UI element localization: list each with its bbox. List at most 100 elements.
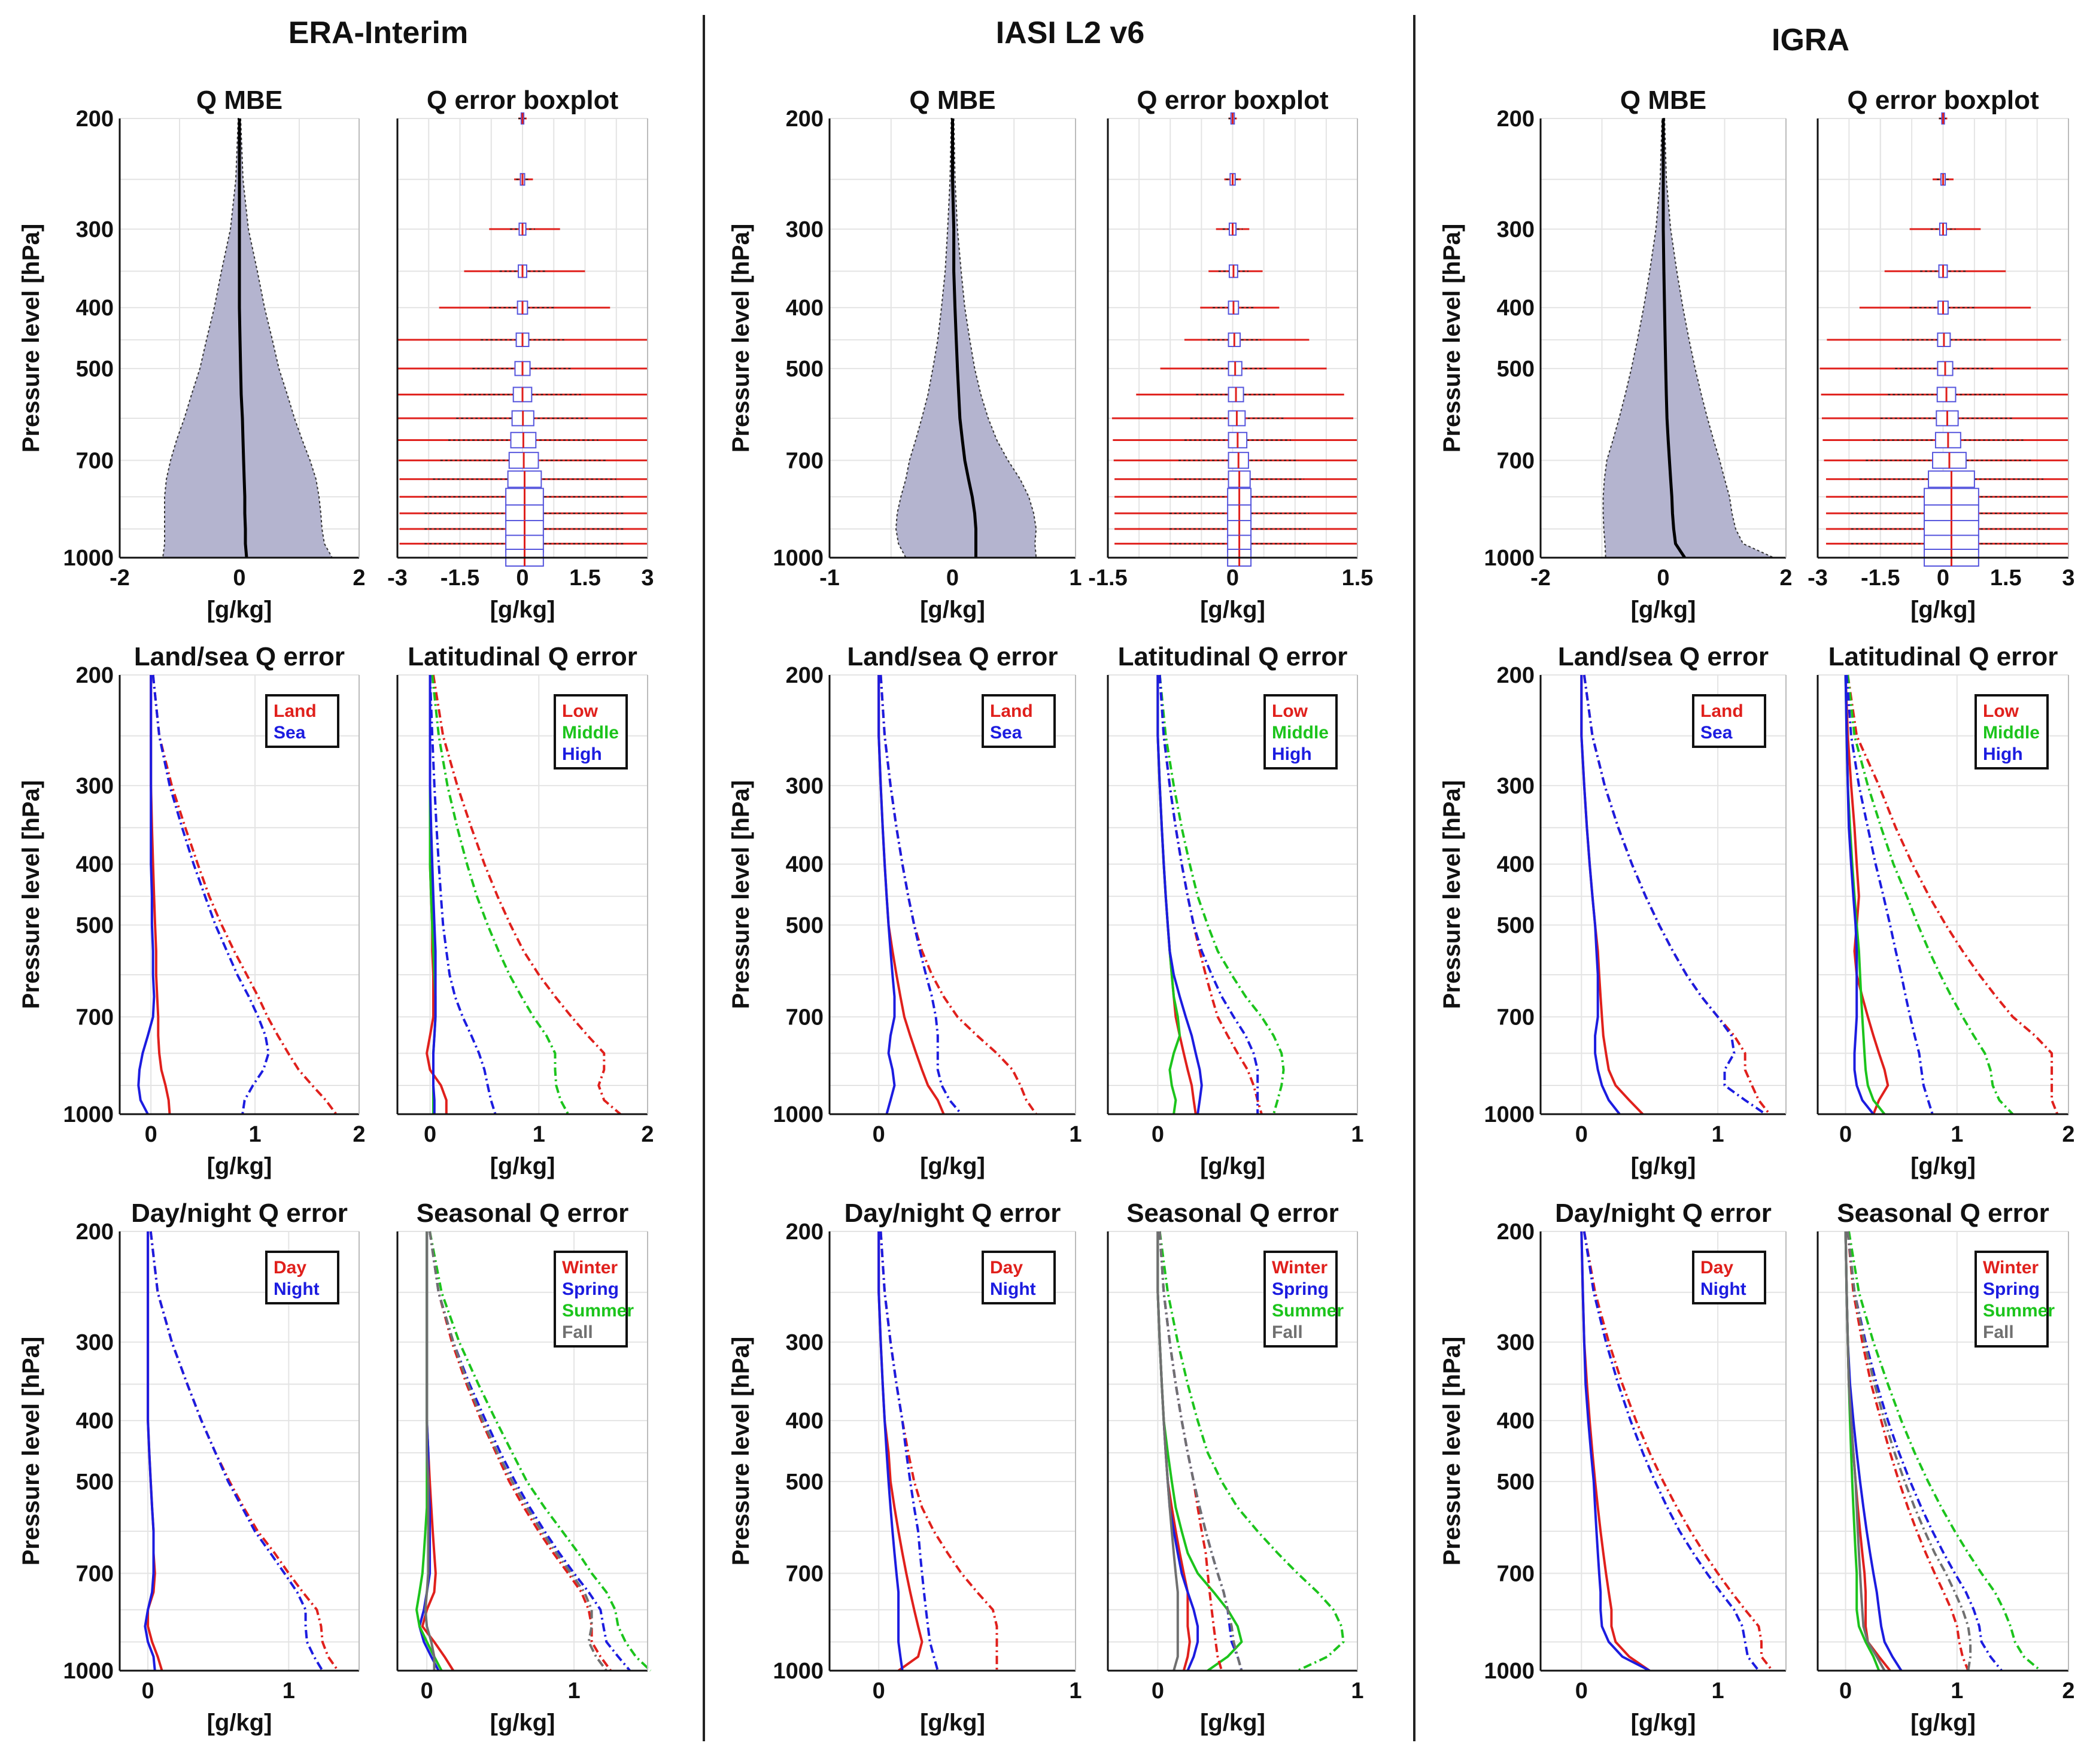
legend-entry: Winter — [562, 1258, 618, 1278]
y-tick-label: 200 — [76, 1219, 114, 1245]
x-tick-label: 0 — [424, 1122, 436, 1147]
legend-entry: Middle — [1272, 723, 1329, 743]
y-tick-label: 700 — [76, 1561, 114, 1586]
y-axis-label: Pressure level [hPa] — [728, 224, 754, 452]
x-axis-label: [g/kg] — [920, 597, 985, 623]
x-tick-label: -1.5 — [1861, 565, 1900, 591]
x-tick-label: 0 — [1839, 1678, 1852, 1704]
y-tick-label: 700 — [1497, 1005, 1535, 1030]
x-axis-label: [g/kg] — [207, 597, 272, 623]
legend-entry: Spring — [1272, 1279, 1329, 1299]
x-axis-label: [g/kg] — [920, 1153, 985, 1179]
series-line — [137, 675, 156, 1115]
x-tick-label: 0 — [873, 1678, 885, 1704]
series-line — [1156, 1231, 1179, 1671]
legend-entry: Winter — [1983, 1258, 2039, 1278]
series-line — [1846, 1231, 1972, 1671]
panel-title: Q MBE — [196, 86, 282, 115]
y-tick-label: 400 — [1497, 1409, 1535, 1434]
x-tick-label: 1 — [1951, 1678, 1963, 1704]
x-tick-label: 1 — [1351, 1678, 1363, 1704]
series-line — [1158, 1231, 1243, 1671]
mean-line — [1661, 118, 1686, 559]
x-tick-label: 0 — [873, 1122, 885, 1147]
series-line — [429, 1231, 652, 1672]
legend-entry: Day — [990, 1258, 1023, 1278]
legend-entry: Sea — [274, 723, 306, 743]
x-tick-label: 1.5 — [1342, 565, 1374, 591]
y-tick-label: 1000 — [63, 1102, 114, 1127]
legend-entry: Land — [990, 701, 1033, 721]
series-line — [1582, 1231, 1773, 1672]
panel-title: Land/sea Q error — [847, 642, 1058, 671]
legend-entry: Fall — [1983, 1322, 2014, 1342]
y-tick-label: 500 — [1497, 1470, 1535, 1495]
y-tick-label: 1000 — [773, 546, 824, 571]
panel-title: Day/night Q error — [1555, 1199, 1772, 1228]
legend-box — [1975, 694, 2049, 770]
x-tick-label: -3 — [1808, 565, 1828, 591]
series-line — [1844, 1231, 1886, 1671]
x-tick-label: 1 — [282, 1678, 295, 1704]
legend-entry: Winter — [1272, 1258, 1328, 1278]
panel-title: Land/sea Q error — [1558, 642, 1769, 671]
panel-title: Seasonal Q error — [417, 1199, 629, 1228]
y-tick-label: 300 — [76, 217, 114, 242]
mean-line — [951, 118, 977, 558]
legend-entry: Low — [1272, 701, 1308, 721]
panel-0-0: Q MBE 200 300 400 500 700 1000 Pressure level [… — [18, 86, 366, 623]
y-tick-label: 700 — [786, 1561, 824, 1586]
legend-entry: Night — [274, 1279, 320, 1299]
spread-area — [162, 118, 333, 558]
x-tick-label: -1.5 — [441, 565, 479, 591]
column-title: IASI L2 v6 — [996, 16, 1145, 50]
y-tick-label: 400 — [1497, 852, 1535, 877]
legend-box — [265, 1251, 339, 1304]
panel-1-0: Q MBE 200 300 400 500 700 1000 Pressure level [… — [728, 86, 1082, 623]
x-tick-label: 1 — [1351, 1122, 1363, 1147]
y-tick-label: 700 — [786, 448, 824, 473]
x-tick-label: -3 — [387, 565, 408, 591]
y-axis-label: Pressure level [hPa] — [1439, 224, 1465, 452]
legend-entry: Sea — [1700, 723, 1733, 743]
series-line — [1158, 674, 1285, 1115]
x-axis-label: [g/kg] — [207, 1710, 272, 1736]
x-axis-label: [g/kg] — [1200, 1153, 1265, 1179]
y-tick-label: 500 — [1497, 913, 1535, 938]
x-axis-label: [g/kg] — [1910, 1153, 1976, 1179]
y-tick-label: 1000 — [63, 546, 114, 571]
series-line — [1846, 674, 2014, 1115]
legend-entry: Middle — [562, 723, 619, 743]
y-tick-label: 500 — [76, 1470, 114, 1495]
y-tick-label: 700 — [786, 1005, 824, 1030]
series-line — [879, 1231, 939, 1671]
legend-box — [1692, 1251, 1766, 1304]
x-tick-label: 0 — [946, 565, 959, 591]
x-tick-label: 0 — [145, 1122, 157, 1147]
x-axis-label: [g/kg] — [1200, 597, 1265, 623]
panel-0-1: Q error boxplot -3 -1.5 0 1.5 3 [g/kg] — [387, 86, 654, 623]
y-tick-label: 400 — [1497, 296, 1535, 321]
y-axis-label: Pressure level [hPa] — [1439, 780, 1465, 1009]
series-line — [1844, 674, 1875, 1115]
y-tick-label: 300 — [76, 1330, 114, 1355]
y-tick-label: 700 — [76, 448, 114, 473]
x-tick-label: 2 — [2062, 1122, 2074, 1147]
x-tick-label: 2 — [353, 1122, 365, 1147]
y-tick-label: 300 — [1497, 1330, 1535, 1355]
legend-entry: Land — [274, 701, 317, 721]
x-tick-label: 0 — [1657, 565, 1669, 591]
legend-entry: Summer — [562, 1301, 634, 1321]
x-axis-label: [g/kg] — [920, 1710, 985, 1736]
panel-title: Latitudinal Q error — [408, 642, 637, 671]
x-tick-label: 1 — [1951, 1122, 1963, 1147]
y-axis-label: Pressure level [hPa] — [728, 1337, 754, 1565]
x-tick-label: 2 — [1779, 565, 1792, 591]
y-tick-label: 500 — [786, 913, 824, 938]
panel-title: Day/night Q error — [845, 1199, 1061, 1228]
series-line — [1846, 1231, 2003, 1672]
y-tick-label: 1000 — [63, 1659, 114, 1684]
y-tick-label: 500 — [786, 1470, 824, 1495]
